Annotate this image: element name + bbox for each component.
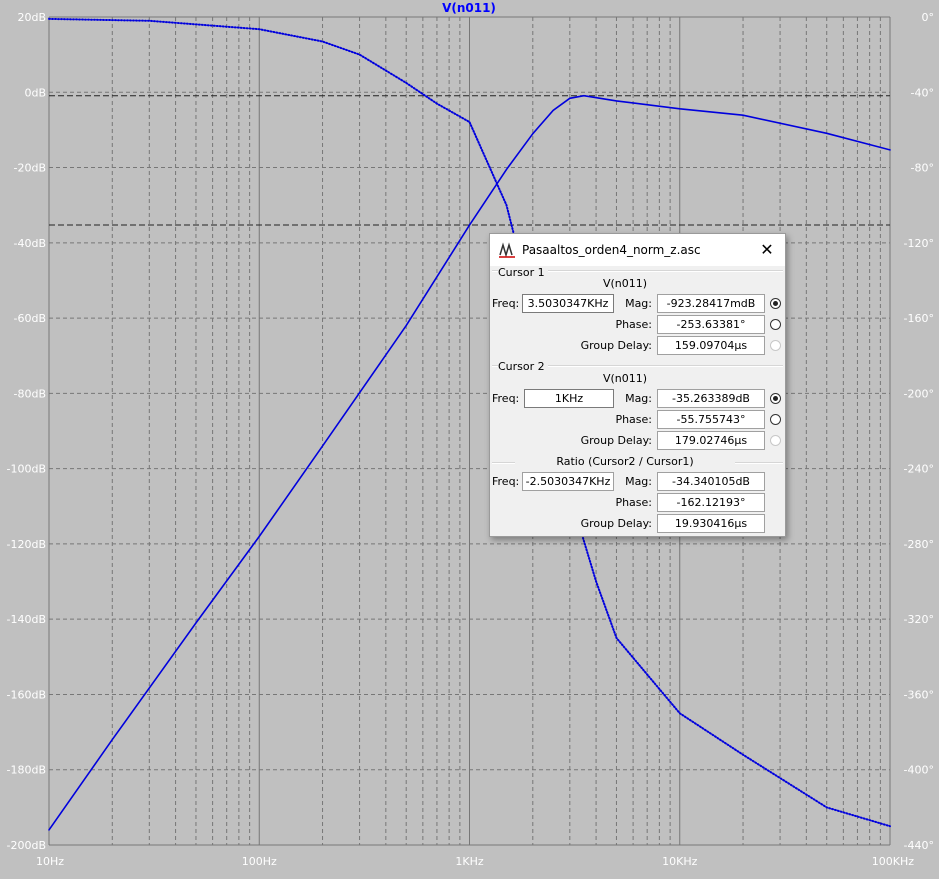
ratio-heading: Ratio (Cursor2 / Cursor1) <box>515 455 735 468</box>
y-left-tick-label: -120dB <box>7 538 47 551</box>
cursor2-freq-field[interactable]: 1KHz <box>524 389 614 408</box>
x-tick-label: 10Hz <box>36 855 64 868</box>
y-left-tick-label: 20dB <box>17 11 46 24</box>
y-right-tick-label: -80° <box>911 162 934 175</box>
cursor1-phase-label: Phase: <box>615 318 652 331</box>
trace-label[interactable]: V(n011) <box>442 1 496 15</box>
x-tick-label: 100Hz <box>242 855 277 868</box>
close-icon[interactable]: ✕ <box>760 240 774 259</box>
cursor1-heading: Cursor 1 <box>498 266 548 279</box>
ratio-phase-value: -162.12193° <box>657 493 765 512</box>
y-left-tick-label: -20dB <box>14 162 47 175</box>
y-right-tick-label: -280° <box>904 538 934 551</box>
ratio-freq-label: Freq: <box>492 475 520 488</box>
cursor2-heading: Cursor 2 <box>498 360 548 373</box>
x-tick-label: 10KHz <box>662 855 697 868</box>
separator <box>492 365 783 367</box>
x-tick-label: 100KHz <box>872 855 914 868</box>
ratio-phase-label: Phase: <box>615 496 652 509</box>
y-left-tick-label: -60dB <box>14 312 47 325</box>
cursor2-mag-radio[interactable] <box>770 393 781 404</box>
phase-trace <box>48 17 891 828</box>
y-left-tick-label: -40dB <box>14 237 47 250</box>
ltspice-app-icon <box>499 242 515 258</box>
y-left-tick-label: -140dB <box>7 613 47 626</box>
cursor2-freq-label: Freq: <box>492 392 520 405</box>
dialog-title: Pasaaltos_orden4_norm_z.asc <box>522 243 701 257</box>
plot-grid <box>48 16 891 846</box>
cursor2-group-delay-radio[interactable] <box>770 435 781 446</box>
ratio-mag-label: Mag: <box>625 475 652 488</box>
y-left-tick-label: -160dB <box>7 688 47 701</box>
cursor1-freq-label: Freq: <box>492 297 520 310</box>
cursor1-group-delay-value: 159.09704µs <box>657 336 765 355</box>
y-left-tick-label: -200dB <box>7 839 47 852</box>
cursor2-group-delay-value: 179.02746µs <box>657 431 765 450</box>
ratio-group-delay-value: 19.930416µs <box>657 514 765 533</box>
cursor1-mag-value: -923.28417mdB <box>657 294 765 313</box>
separator <box>492 270 783 272</box>
cursor2-phase-radio[interactable] <box>770 414 781 425</box>
cursor1-mag-label: Mag: <box>625 297 652 310</box>
cursor-readout-dialog[interactable]: Pasaaltos_orden4_norm_z.asc ✕ Cursor 1 V… <box>489 233 786 537</box>
ratio-freq-value: -2.5030347KHz <box>522 472 614 491</box>
y-right-tick-label: -400° <box>904 764 934 777</box>
cursor1-mag-radio[interactable] <box>770 298 781 309</box>
cursor1-phase-radio[interactable] <box>770 319 781 330</box>
y-right-tick-label: -200° <box>904 387 934 400</box>
y-right-tick-label: -360° <box>904 688 934 701</box>
y-left-tick-label: -80dB <box>14 387 47 400</box>
ratio-mag-value: -34.340105dB <box>657 472 765 491</box>
cursor2-trace-name: V(n011) <box>602 372 648 385</box>
dialog-titlebar[interactable]: Pasaaltos_orden4_norm_z.asc ✕ <box>490 234 785 266</box>
y-right-tick-label: -320° <box>904 613 934 626</box>
y-left-tick-label: 0dB <box>24 86 46 99</box>
cursor2-phase-label: Phase: <box>615 413 652 426</box>
cursor1-trace-name: V(n011) <box>602 277 648 290</box>
cursor1-freq-field[interactable]: 3.5030347KHz <box>522 294 614 313</box>
y-right-tick-label: -120° <box>904 237 934 250</box>
plot-series <box>48 17 891 831</box>
cursor2-phase-value: -55.755743° <box>657 410 765 429</box>
magnitude-trace <box>48 94 891 831</box>
y-left-tick-label: -100dB <box>7 463 47 476</box>
cursor2-mag-label: Mag: <box>625 392 652 405</box>
axis-ticks: 20dB 0dB -20dB -40dB -60dB -80dB -100dB -120dB -… <box>7 11 935 868</box>
ratio-group-delay-label: Group Delay: <box>580 517 652 530</box>
y-right-tick-label: -160° <box>904 312 934 325</box>
y-right-tick-label: 0° <box>922 11 935 24</box>
y-right-tick-label: -40° <box>911 86 934 99</box>
cursor2-group-delay-label: Group Delay: <box>580 434 652 447</box>
cursor2-mag-value: -35.263389dB <box>657 389 765 408</box>
cursor1-group-delay-label: Group Delay: <box>580 339 652 352</box>
y-left-tick-label: -180dB <box>7 764 47 777</box>
x-tick-label: 1KHz <box>455 855 483 868</box>
y-right-tick-label: -240° <box>904 463 934 476</box>
y-right-tick-label: -440° <box>904 839 934 852</box>
cursor1-phase-value: -253.63381° <box>657 315 765 334</box>
cursor1-group-delay-radio[interactable] <box>770 340 781 351</box>
